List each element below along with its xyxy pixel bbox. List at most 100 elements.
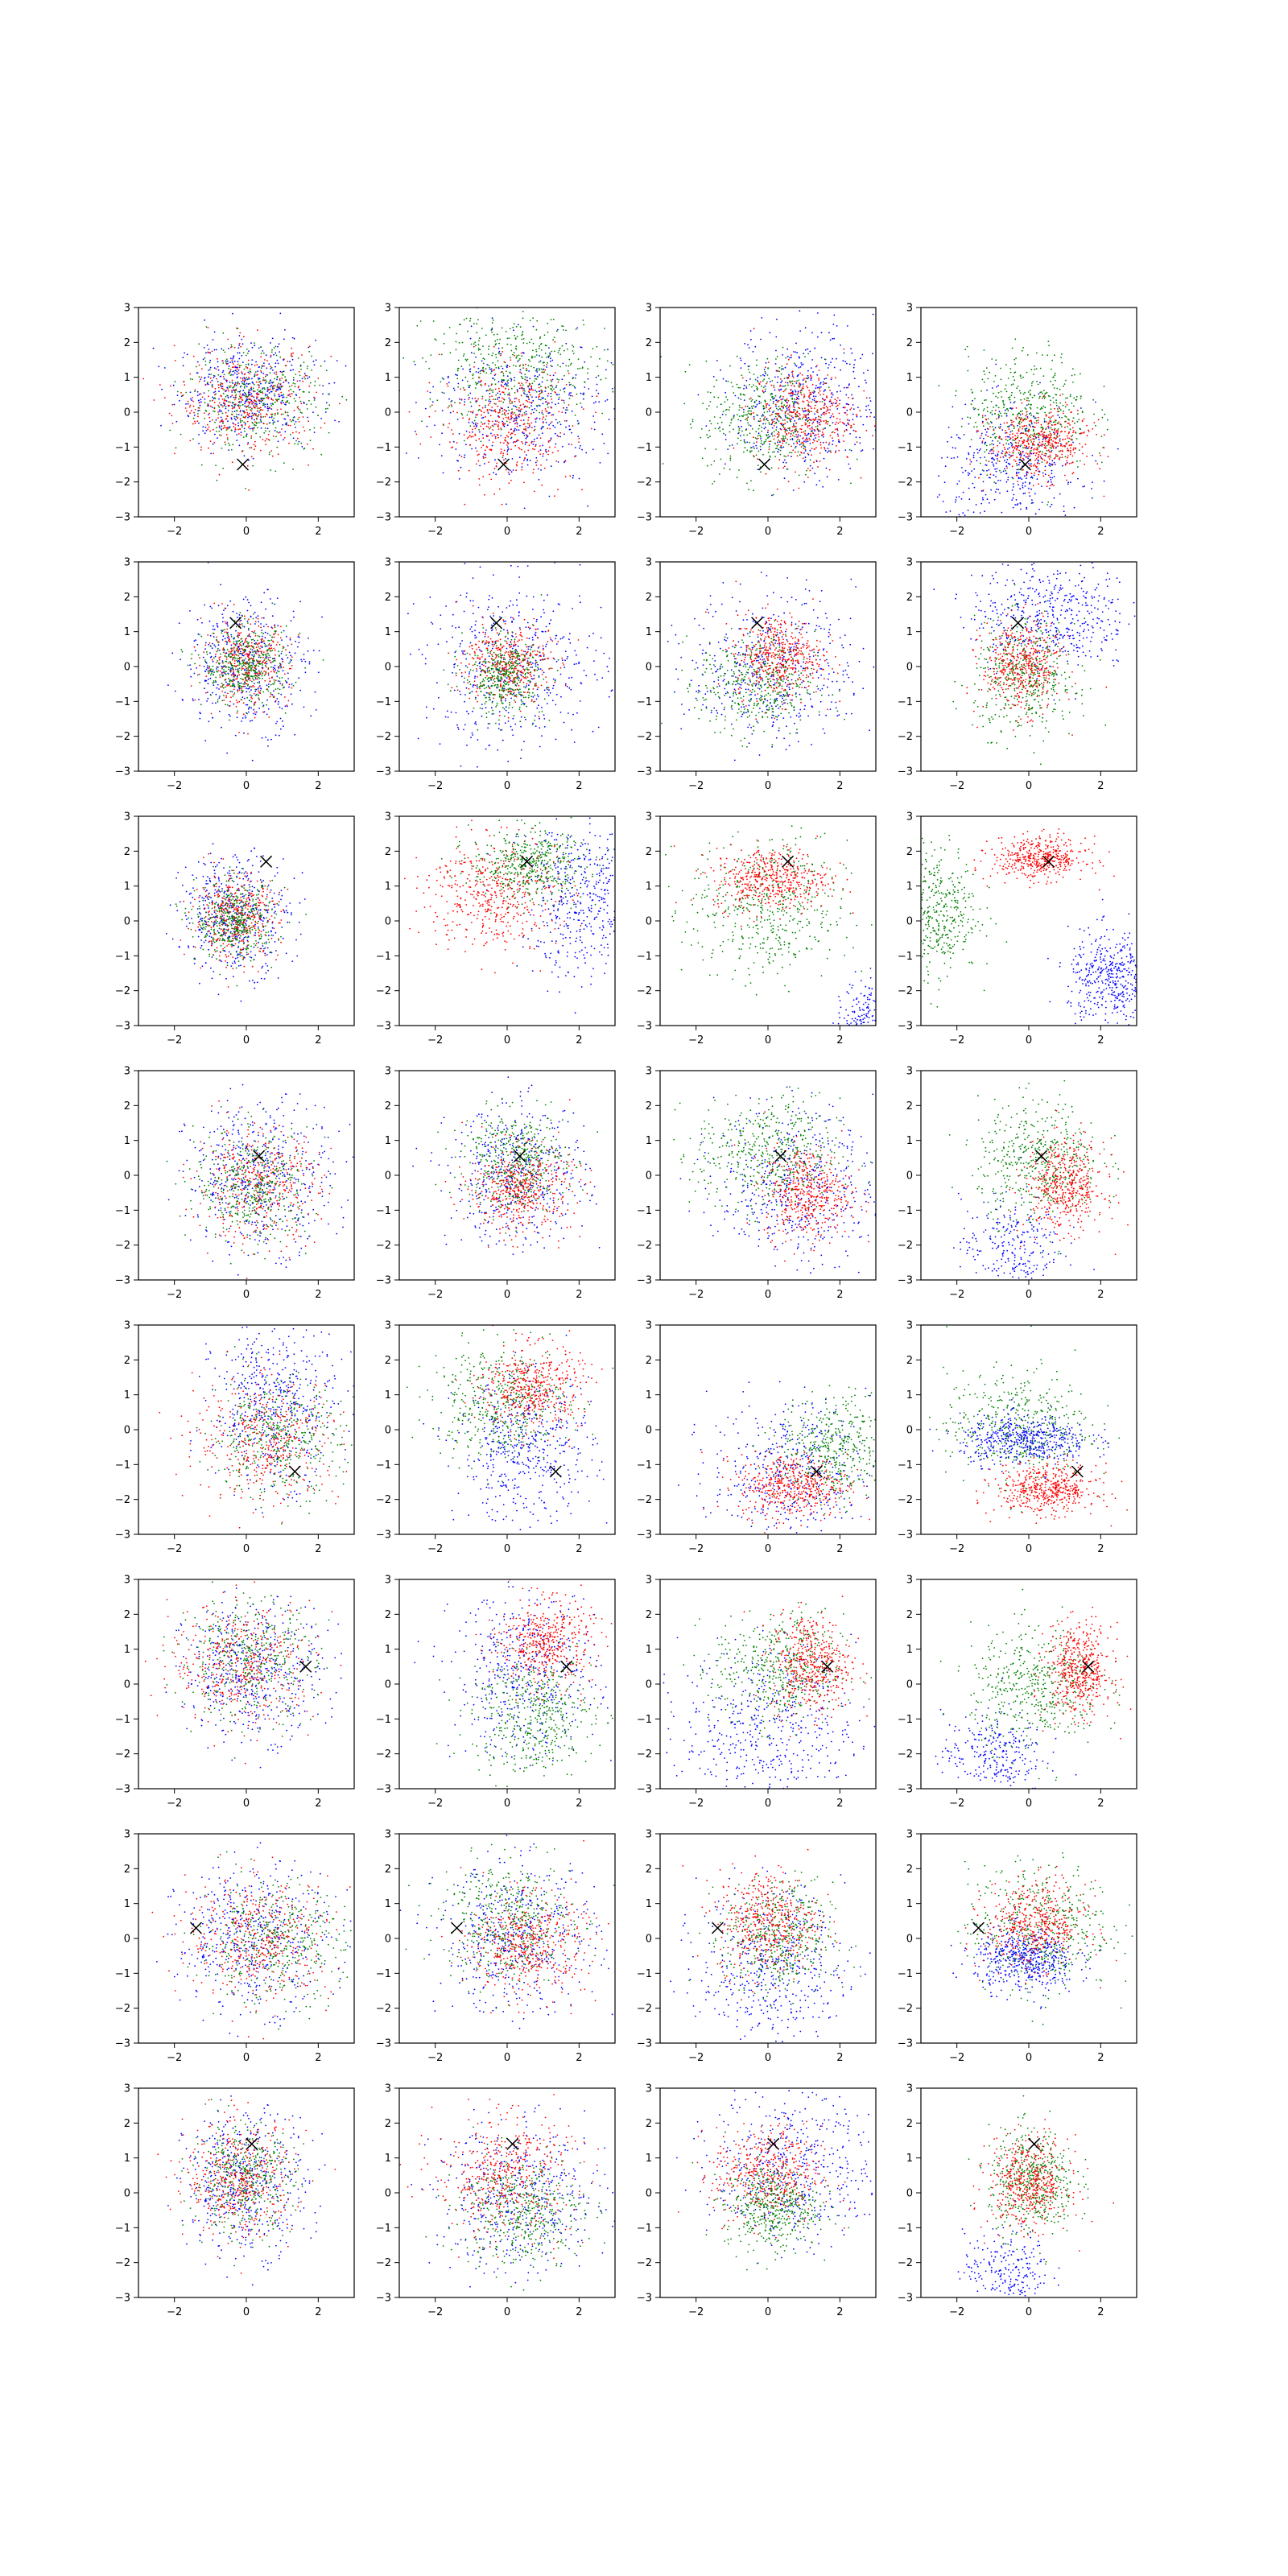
point xyxy=(539,437,542,440)
point xyxy=(278,343,280,345)
point xyxy=(234,428,237,431)
point xyxy=(745,414,747,416)
point xyxy=(1026,427,1028,430)
point xyxy=(1009,438,1011,440)
point xyxy=(812,439,815,440)
point xyxy=(291,420,293,423)
point xyxy=(240,401,242,403)
point xyxy=(1071,455,1074,457)
point xyxy=(973,426,975,428)
point xyxy=(997,407,1000,409)
point xyxy=(599,462,601,464)
point xyxy=(272,419,274,421)
point xyxy=(807,417,810,419)
point xyxy=(249,447,251,449)
point xyxy=(275,427,277,429)
point xyxy=(760,438,762,440)
point xyxy=(510,387,513,390)
point xyxy=(1034,369,1035,370)
point xyxy=(753,390,756,392)
point xyxy=(857,407,859,408)
point xyxy=(790,389,792,390)
point xyxy=(1044,393,1046,395)
point xyxy=(782,446,785,448)
point xyxy=(215,464,217,466)
point xyxy=(753,436,754,439)
point xyxy=(787,378,789,380)
point xyxy=(793,394,795,395)
point xyxy=(511,401,514,402)
point xyxy=(456,369,459,372)
point xyxy=(1006,467,1008,469)
point xyxy=(470,325,473,328)
point xyxy=(159,384,161,386)
point xyxy=(550,361,551,362)
point xyxy=(811,407,812,410)
point xyxy=(770,467,773,469)
point xyxy=(774,403,777,406)
point xyxy=(797,438,799,440)
point xyxy=(271,455,274,457)
point xyxy=(1048,451,1051,452)
y-tick-label: −1 xyxy=(376,442,391,454)
point xyxy=(737,419,740,421)
point xyxy=(227,404,229,407)
point xyxy=(522,387,524,390)
point xyxy=(458,433,460,435)
point xyxy=(182,365,184,367)
point xyxy=(474,433,476,436)
point xyxy=(242,394,243,396)
point xyxy=(740,435,741,437)
point xyxy=(1071,402,1073,404)
point xyxy=(260,391,262,394)
point xyxy=(807,438,808,440)
point xyxy=(470,411,472,413)
point xyxy=(701,457,704,460)
point xyxy=(1049,418,1051,420)
point xyxy=(554,350,555,353)
point xyxy=(227,420,229,423)
point xyxy=(238,357,241,360)
x-tick-label: 2 xyxy=(576,526,582,538)
point xyxy=(831,377,833,379)
point xyxy=(831,431,833,434)
point xyxy=(217,386,220,389)
point xyxy=(1054,374,1056,377)
point xyxy=(778,459,781,461)
point xyxy=(189,440,192,442)
point xyxy=(986,389,988,391)
point xyxy=(807,404,809,407)
point xyxy=(1030,385,1033,386)
point xyxy=(216,427,217,429)
point xyxy=(1034,417,1037,419)
point xyxy=(1016,464,1018,466)
point xyxy=(551,359,554,361)
point xyxy=(710,423,712,425)
point xyxy=(506,383,508,386)
point xyxy=(198,343,200,345)
point xyxy=(274,414,276,416)
point xyxy=(452,411,454,413)
point xyxy=(585,452,588,454)
point xyxy=(273,372,275,374)
point xyxy=(747,422,749,424)
point xyxy=(1000,378,1002,381)
point xyxy=(493,434,495,436)
point xyxy=(795,342,797,345)
point xyxy=(522,364,524,366)
point xyxy=(490,432,492,435)
point xyxy=(217,413,220,415)
point xyxy=(779,407,781,410)
point xyxy=(461,414,464,416)
point xyxy=(532,342,535,345)
point xyxy=(572,385,574,386)
point xyxy=(795,445,797,448)
point xyxy=(425,361,427,363)
point xyxy=(299,380,301,382)
point xyxy=(229,369,232,371)
point xyxy=(860,450,862,452)
point xyxy=(779,440,781,443)
point xyxy=(1024,418,1026,420)
point xyxy=(980,448,981,450)
point xyxy=(205,430,208,431)
